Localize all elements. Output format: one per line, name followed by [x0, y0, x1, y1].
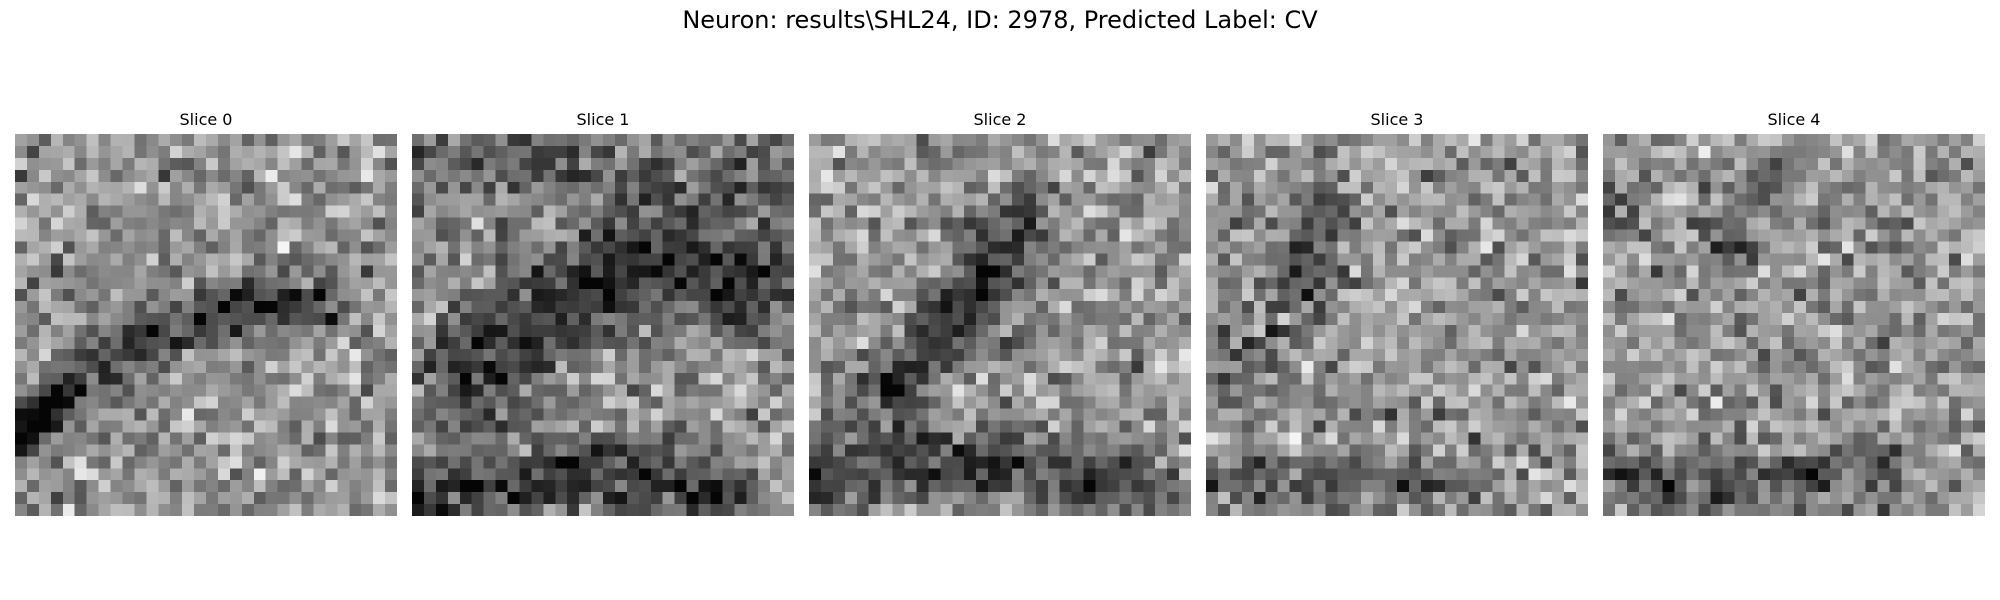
- slice-title: Slice 4: [1767, 110, 1821, 129]
- slice-title: Slice 3: [1370, 110, 1424, 129]
- figure-title: Neuron: results\SHL24, ID: 2978, Predict…: [682, 6, 1318, 34]
- slice-panel-2: Slice 2: [809, 108, 1191, 516]
- slice-image-2: [809, 134, 1191, 516]
- slice-image-1: [412, 134, 794, 516]
- slice-title: Slice 2: [973, 110, 1027, 129]
- slice-panel-3: Slice 3: [1206, 108, 1588, 516]
- slice-panel-4: Slice 4: [1603, 108, 1985, 516]
- slice-panel-0: Slice 0: [15, 108, 397, 516]
- slice-title: Slice 0: [179, 110, 233, 129]
- slice-title: Slice 1: [576, 110, 630, 129]
- slice-image-0: [15, 134, 397, 516]
- slice-image-3: [1206, 134, 1588, 516]
- slice-panel-1: Slice 1: [412, 108, 794, 516]
- slice-image-4: [1603, 134, 1985, 516]
